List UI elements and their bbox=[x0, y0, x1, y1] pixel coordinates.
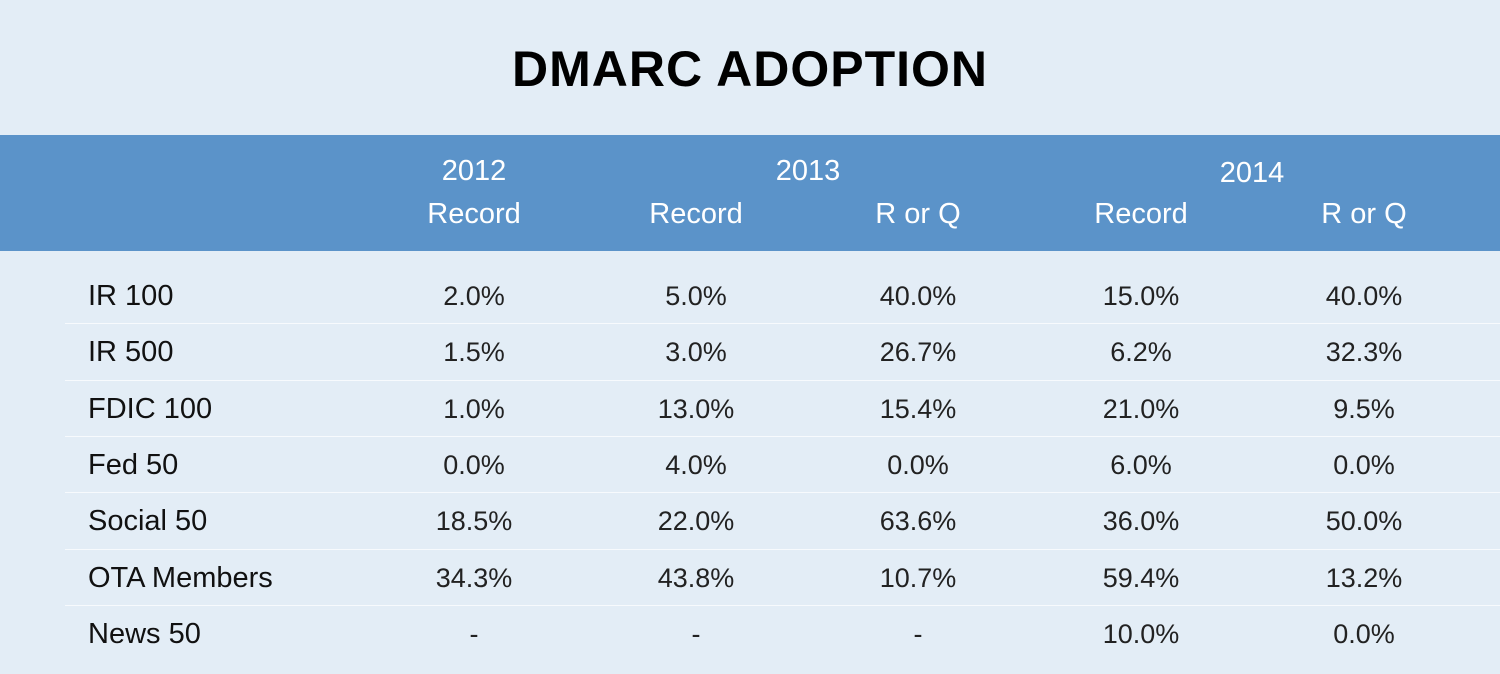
table-cell: 43.8% bbox=[657, 562, 735, 593]
year-header-2014: 2014 bbox=[1219, 157, 1285, 189]
table-cell: - bbox=[691, 618, 701, 649]
table-title: DMARC ADOPTION bbox=[511, 41, 988, 97]
table-cell: 2.0% bbox=[443, 281, 505, 311]
table-cell: 59.4% bbox=[1102, 562, 1180, 593]
table-cell: 6.2% bbox=[1110, 337, 1172, 368]
row-label: IR 500 bbox=[88, 336, 174, 369]
table-row: IR 100 2.0% 5.0% 40.0% 15.0% 40.0% bbox=[0, 268, 1500, 324]
table-cell: 18.5% bbox=[435, 506, 513, 537]
row-divider bbox=[65, 548, 1500, 550]
table-cell: 10.7% bbox=[879, 562, 957, 593]
row-divider bbox=[65, 604, 1500, 606]
table-cell: 5.0% bbox=[665, 281, 727, 311]
table-row: OTA Members 34.3% 43.8% 10.7% 59.4% 13.2% bbox=[0, 550, 1500, 606]
table-cell: 1.0% bbox=[443, 393, 505, 424]
year-header-2012: 2012 bbox=[441, 155, 507, 187]
table-cell: 15.0% bbox=[1102, 281, 1180, 311]
table-cell: 26.7% bbox=[879, 337, 957, 368]
table-row: Fed 50 0.0% 4.0% 0.0% 6.0% 0.0% bbox=[0, 437, 1500, 493]
table-header: 2012 2013 2014 Record Record R or Q Reco… bbox=[0, 135, 1500, 251]
column-header-2014-record: Record bbox=[1094, 198, 1188, 230]
table-cell: 13.2% bbox=[1325, 562, 1403, 593]
table-cell: - bbox=[469, 618, 479, 649]
table-cell: 0.0% bbox=[887, 449, 949, 480]
table-cell: 6.0% bbox=[1110, 449, 1172, 480]
column-header-2012-record: Record bbox=[427, 198, 521, 230]
table-cell: 13.0% bbox=[657, 393, 735, 424]
table-cell: 4.0% bbox=[665, 449, 727, 480]
row-divider bbox=[65, 379, 1500, 381]
row-label: OTA Members bbox=[88, 561, 273, 594]
row-divider bbox=[65, 435, 1500, 437]
table-row: IR 500 1.5% 3.0% 26.7% 6.2% 32.3% bbox=[0, 324, 1500, 380]
table-cell: 36.0% bbox=[1102, 506, 1180, 537]
row-label: News 50 bbox=[88, 617, 201, 650]
table-cell: 63.6% bbox=[879, 506, 957, 537]
column-header-2013-record: Record bbox=[649, 198, 743, 230]
row-label: Fed 50 bbox=[88, 448, 179, 481]
table-cell: 0.0% bbox=[443, 449, 505, 480]
table-cell: 15.4% bbox=[879, 393, 957, 424]
table-cell: 9.5% bbox=[1333, 393, 1395, 424]
row-divider bbox=[65, 323, 1500, 325]
table-cell: 40.0% bbox=[879, 281, 957, 311]
table-cell: 32.3% bbox=[1325, 337, 1403, 368]
row-label: Social 50 bbox=[88, 505, 208, 538]
table-cell: - bbox=[913, 618, 923, 649]
year-header-2013: 2013 bbox=[775, 155, 841, 187]
table-cell: 22.0% bbox=[657, 506, 735, 537]
table-row: News 50 - - - 10.0% 0.0% bbox=[0, 606, 1500, 662]
column-header-2014-r-or-q: R or Q bbox=[1321, 198, 1407, 230]
column-header-2013-r-or-q: R or Q bbox=[875, 198, 961, 230]
row-label: FDIC 100 bbox=[88, 392, 213, 425]
table-cell: 50.0% bbox=[1325, 506, 1403, 537]
table-cell: 0.0% bbox=[1333, 618, 1395, 649]
table-cell: 10.0% bbox=[1102, 618, 1180, 649]
table-row: FDIC 100 1.0% 13.0% 15.4% 21.0% 9.5% bbox=[0, 381, 1500, 437]
table-cell: 3.0% bbox=[665, 337, 727, 368]
table-cell: 21.0% bbox=[1102, 393, 1180, 424]
table-cell: 1.5% bbox=[443, 337, 505, 368]
table-cell: 34.3% bbox=[435, 562, 513, 593]
table-row: Social 50 18.5% 22.0% 63.6% 36.0% 50.0% bbox=[0, 493, 1500, 549]
row-label: IR 100 bbox=[88, 280, 174, 312]
table-cell: 0.0% bbox=[1333, 449, 1395, 480]
row-divider bbox=[65, 492, 1500, 494]
table-cell: 40.0% bbox=[1325, 281, 1403, 311]
